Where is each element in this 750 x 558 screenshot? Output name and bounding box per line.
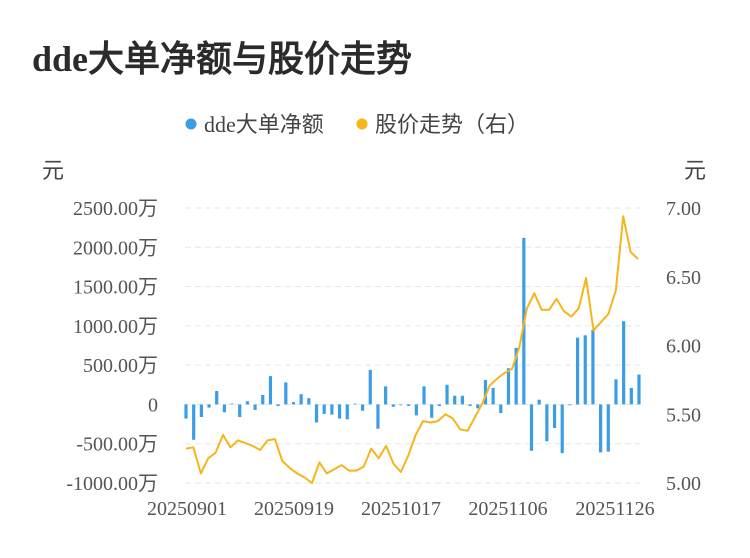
bar: [453, 395, 457, 405]
bar: [330, 404, 334, 415]
bar: [629, 387, 633, 405]
bar: [314, 404, 319, 423]
bar: [537, 399, 541, 405]
bar: [437, 404, 441, 406]
bar: [506, 368, 511, 405]
bar: [284, 382, 288, 405]
bar: [384, 386, 388, 405]
bar: [245, 401, 250, 405]
bar: [261, 395, 265, 405]
bar: [337, 404, 342, 419]
bar: [583, 335, 587, 405]
bar: [591, 329, 595, 405]
bar: [199, 404, 203, 417]
legend-label: dde大单净额: [204, 112, 324, 137]
bar: [268, 376, 273, 405]
left-tick-label: 1500.00万: [73, 277, 158, 299]
right-tick-label: 6.50: [666, 267, 701, 289]
bar: [207, 404, 211, 408]
bar: [184, 404, 188, 419]
bar: [238, 404, 242, 417]
bar: [568, 404, 572, 406]
bar: [222, 404, 226, 413]
bar: [215, 391, 219, 405]
bar: [545, 404, 549, 442]
bar: [552, 404, 557, 428]
right-axis-unit: 元: [684, 158, 706, 183]
x-tick-label: 20250901: [147, 498, 227, 520]
legend-marker: [356, 118, 368, 130]
bar: [637, 374, 641, 405]
left-tick-label: 2500.00万: [73, 198, 158, 220]
price-line: [185, 215, 639, 484]
bar: [460, 395, 465, 405]
bar: [414, 404, 418, 416]
chart-title: dde大单净额与股价走势: [32, 39, 413, 79]
bar: [514, 347, 518, 405]
bar: [299, 394, 303, 405]
bar: [230, 403, 234, 405]
bar: [445, 384, 449, 405]
bar: [322, 404, 326, 414]
left-tick-label: 500.00万: [83, 355, 158, 377]
bar: [430, 404, 434, 418]
legend-marker: [185, 118, 197, 130]
bar: [499, 404, 503, 414]
bar: [192, 404, 196, 440]
bar: [353, 403, 357, 405]
bar: [276, 404, 280, 406]
bar: [399, 404, 403, 406]
bar: [307, 398, 311, 405]
right-tick-label: 6.00: [666, 336, 701, 358]
left-tick-label: -1000.00万: [66, 473, 158, 495]
bar: [560, 404, 564, 454]
legend-label: 股价走势（右）: [375, 112, 529, 137]
bar: [291, 402, 296, 405]
bar: [407, 404, 411, 406]
bar: [376, 404, 380, 429]
bar: [529, 404, 534, 451]
x-tick-label: 20251017: [361, 498, 441, 520]
bar: [483, 380, 488, 405]
right-tick-label: 5.00: [666, 473, 701, 495]
bar: [360, 404, 365, 411]
bar: [468, 404, 472, 406]
x-tick-label: 20251106: [468, 498, 547, 520]
left-axis-unit: 元: [42, 158, 64, 183]
bar: [476, 404, 480, 409]
bar: [606, 404, 610, 452]
right-tick-label: 7.00: [666, 198, 701, 220]
bar: [345, 404, 349, 420]
right-tick-label: 5.50: [666, 404, 701, 426]
bar: [391, 404, 395, 407]
bar: [622, 321, 626, 405]
x-tick-label: 20251126: [575, 498, 654, 520]
bar: [575, 337, 580, 405]
bar: [599, 404, 603, 453]
bar: [422, 386, 426, 405]
left-tick-label: 1000.00万: [73, 316, 158, 338]
left-tick-label: 2000.00万: [73, 237, 158, 259]
x-tick-label: 20250919: [254, 498, 334, 520]
left-tick-label: 0: [148, 394, 158, 416]
bar: [614, 379, 618, 405]
left-tick-label: -500.00万: [76, 434, 158, 456]
bar: [253, 404, 257, 410]
bar: [368, 369, 372, 405]
bar: [491, 387, 495, 405]
